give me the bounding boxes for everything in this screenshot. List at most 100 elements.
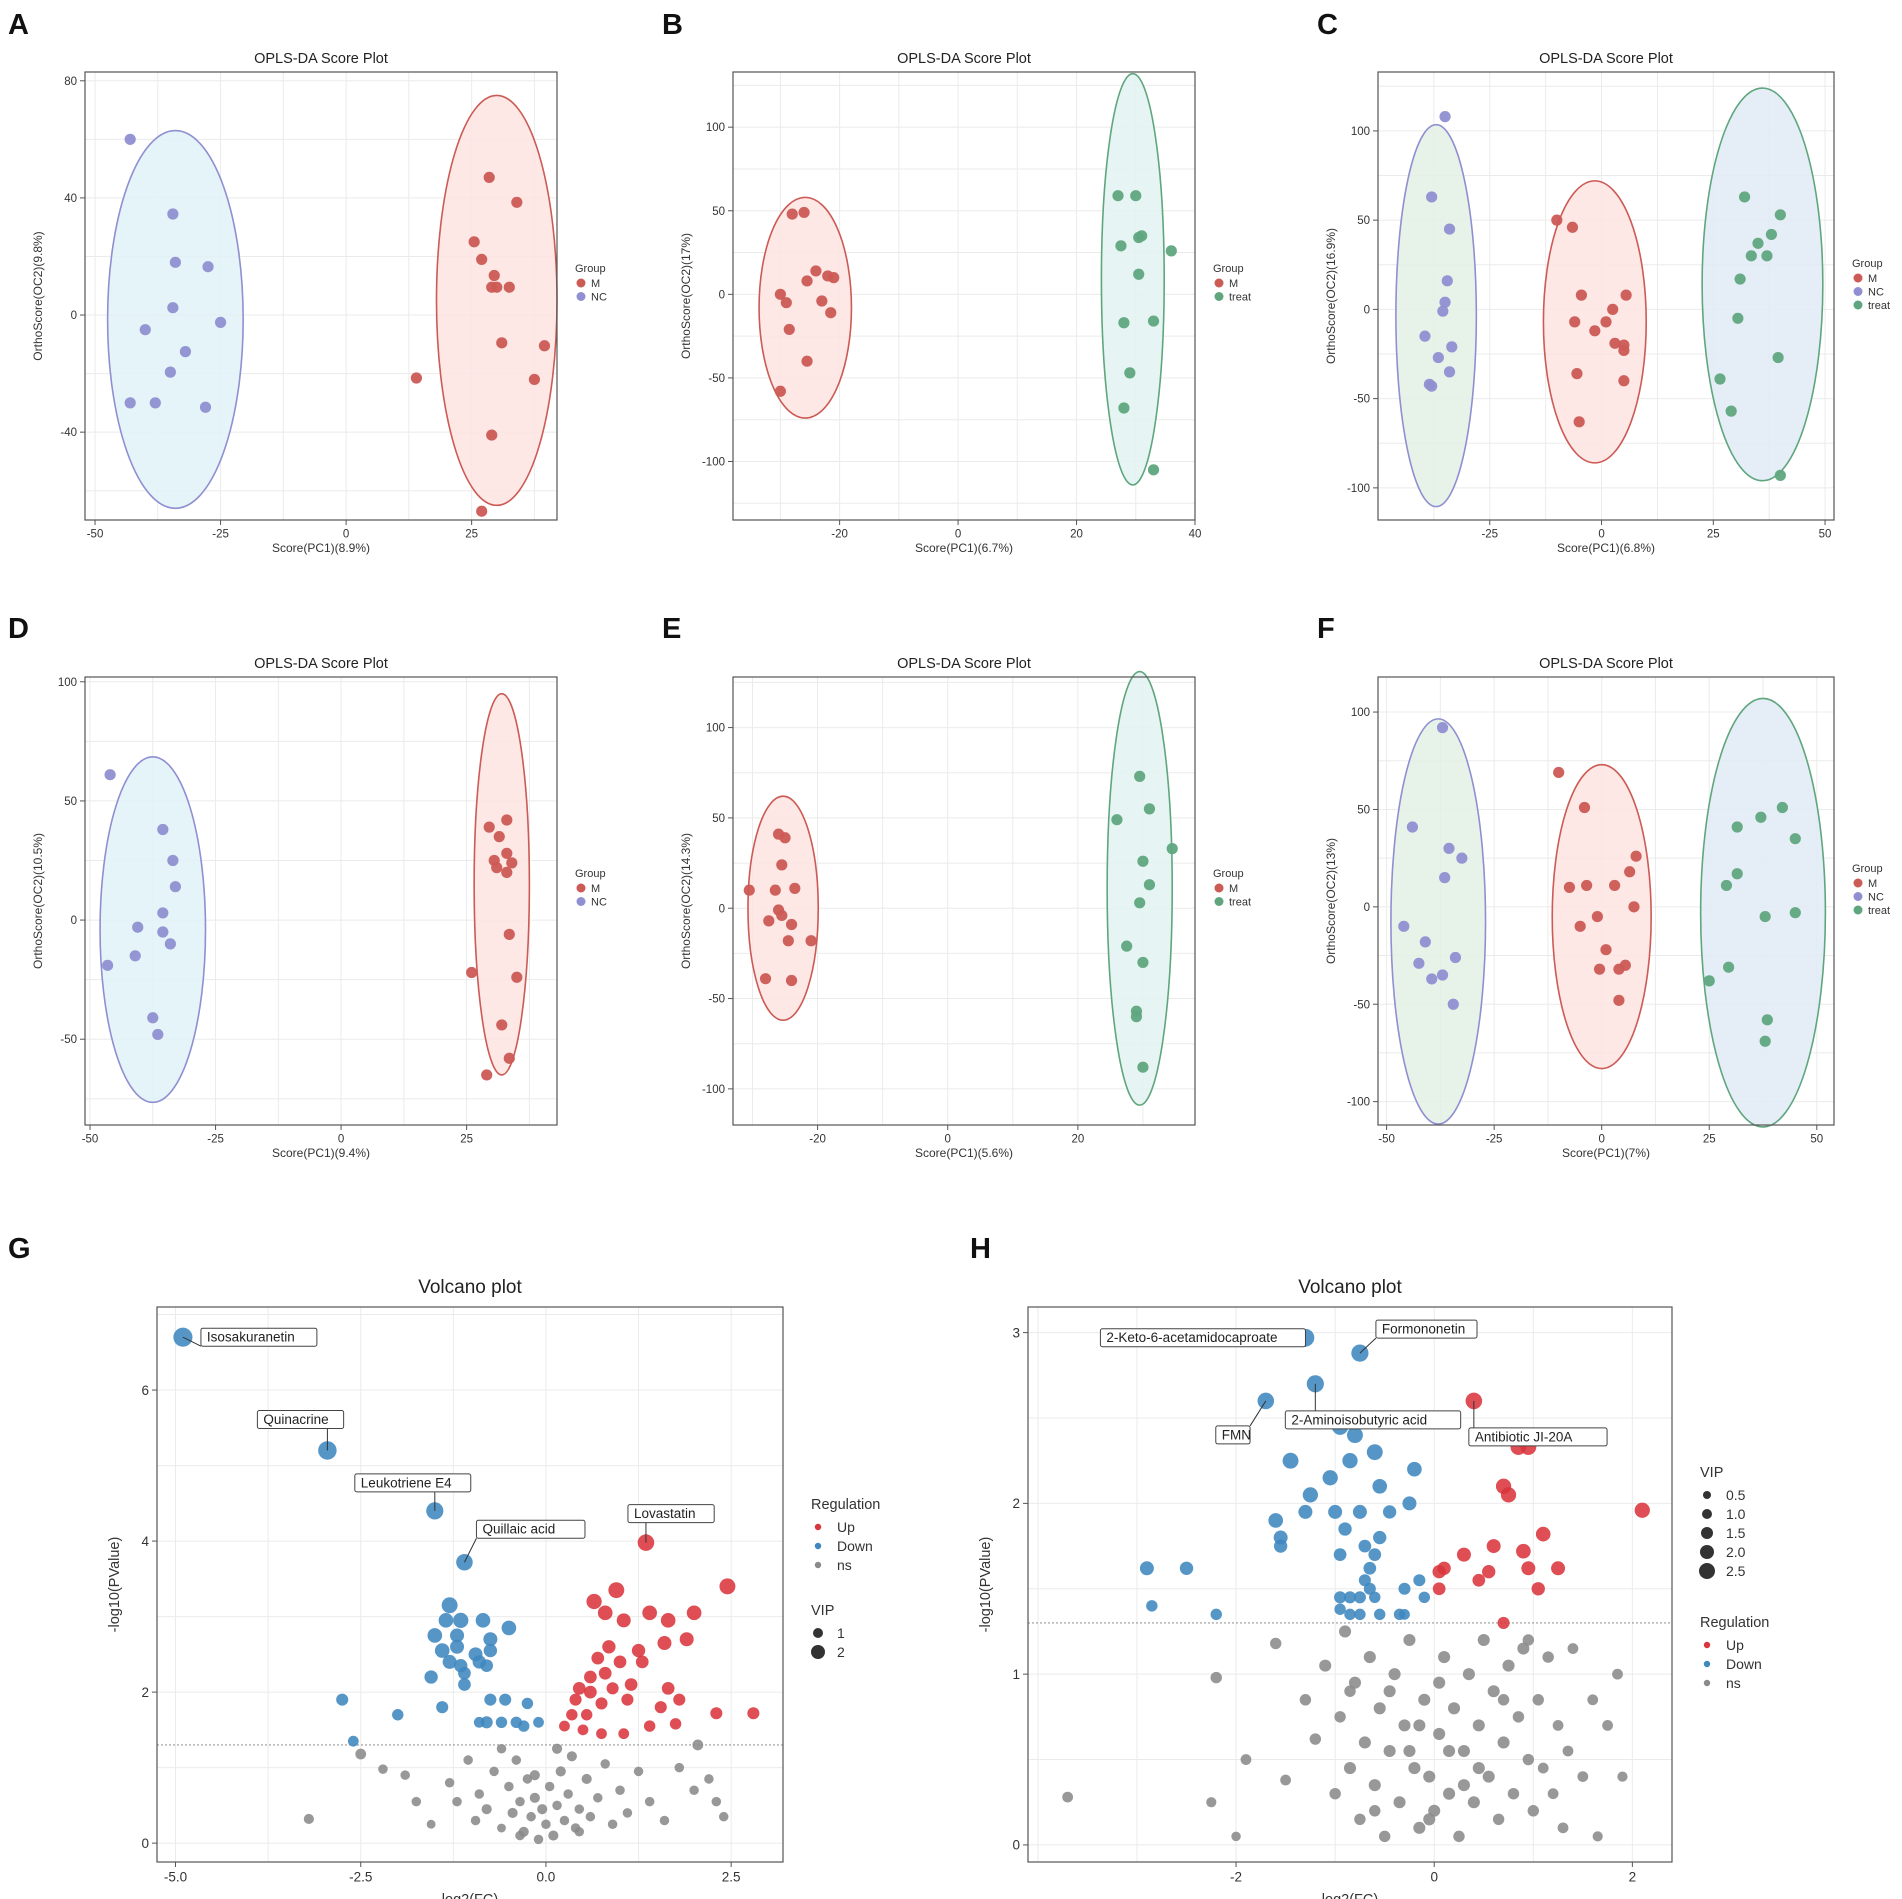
x-tick-label: 50: [1819, 529, 1832, 541]
y-tick-label: 3: [1012, 1325, 1020, 1340]
data-point-m: [1618, 344, 1630, 357]
panel-c: C -25 0 25 50 -100 -50 0 50 100 OPLS-DA Score Plot…: [1317, 9, 1890, 555]
data-point-ns: [452, 1796, 462, 1807]
x-tick-label: 0.0: [537, 1870, 556, 1885]
chart-title: OPLS-DA Score Plot: [254, 51, 388, 67]
data-point-m: [783, 323, 795, 336]
data-point-up: [635, 1655, 649, 1669]
x-tick-label: 25: [465, 529, 478, 541]
data-point-nc: [157, 926, 169, 938]
series-up: [559, 1534, 760, 1740]
data-point-down: [484, 1693, 497, 1706]
data-point-m: [481, 1069, 493, 1081]
legend-swatch-treat: [1853, 300, 1863, 310]
legend-swatch-treat: [1853, 905, 1863, 915]
data-point-down: [424, 1670, 438, 1684]
data-point-nc: [202, 261, 214, 273]
annotation-box: [1215, 1425, 1251, 1445]
data-point-down: [1344, 1608, 1356, 1621]
data-point-m: [1600, 316, 1612, 328]
data-point-nc: [1426, 973, 1438, 985]
data-point-down: [1358, 1539, 1372, 1553]
data-point-m: [1618, 375, 1630, 387]
plot-frame: [1377, 71, 1835, 521]
data-point-ns: [581, 1773, 592, 1785]
y-axis-label: OrthoScore(OC2)(13%): [1324, 838, 1338, 964]
data-point-down: [1298, 1504, 1313, 1519]
y-tick-label: 2: [1012, 1496, 1020, 1511]
data-point-ns: [1477, 1633, 1490, 1647]
data-point-ns: [526, 1811, 536, 1822]
x-tick-label: 25: [460, 1134, 473, 1146]
data-point-ns: [1462, 1668, 1475, 1681]
legend-label-m: M: [1868, 273, 1877, 285]
data-point-m: [743, 884, 755, 896]
data-point-nc: [1426, 191, 1438, 203]
data-point-nc: [157, 907, 169, 919]
data-point-m: [1613, 963, 1625, 975]
data-point-up: [584, 1670, 597, 1684]
legend-label-treat: treat: [1868, 300, 1890, 312]
y-tick-label: 0: [719, 903, 725, 915]
data-point-down: [1373, 1530, 1387, 1545]
data-point-ns: [1423, 1813, 1436, 1826]
x-tick-label: -20: [831, 529, 848, 541]
data-point-m: [1573, 416, 1585, 428]
y-tick-label: 50: [1357, 215, 1370, 227]
annotation-box: [256, 1409, 345, 1429]
legend-title: Group: [1213, 868, 1244, 880]
data-point-down: [453, 1612, 469, 1629]
legend-vip-title: VIP: [811, 1603, 834, 1619]
legend-label-treat: treat: [1229, 897, 1251, 909]
data-point-down: [1363, 1561, 1377, 1575]
data-point-ns: [1517, 1642, 1530, 1655]
legend-swatch-ns: [814, 1561, 822, 1569]
data-point-down: [483, 1632, 498, 1647]
chart-title: OPLS-DA Score Plot: [897, 51, 1031, 67]
data-point-ns: [1383, 1685, 1396, 1698]
legend-vip-label: 2.0: [1726, 1544, 1746, 1560]
data-point-ns: [470, 1815, 481, 1826]
data-point-down: [1334, 1603, 1346, 1615]
data-point-nc: [132, 921, 144, 933]
data-point-ns: [1482, 1770, 1495, 1783]
data-point-m: [1624, 866, 1636, 878]
y-tick-label: 50: [64, 796, 77, 808]
data-point-ns: [1369, 1805, 1381, 1817]
chart-title: OPLS-DA Score Plot: [1539, 51, 1673, 67]
data-point-down: [347, 1735, 359, 1747]
data-point-down: [1334, 1591, 1347, 1604]
data-point-treat: [1143, 803, 1156, 815]
y-tick-label: 50: [712, 813, 725, 825]
data-point-up: [606, 1682, 619, 1695]
data-point-up: [1500, 1487, 1517, 1503]
data-point-ns: [1438, 1651, 1451, 1664]
data-point-up: [598, 1666, 612, 1680]
data-point-treat: [1118, 402, 1130, 414]
data-point-up: [1535, 1526, 1551, 1542]
data-point-m: [468, 236, 480, 248]
data-point-ns: [1388, 1668, 1401, 1681]
y-axis-label: OrthoScore(OC2)(16.9%): [1324, 228, 1338, 364]
data-point-nc: [1406, 821, 1419, 833]
data-point-up: [569, 1693, 582, 1706]
data-point-treat: [1111, 814, 1123, 826]
series-treat: [1703, 801, 1801, 1047]
y-tick-label: -50: [1353, 999, 1370, 1011]
data-point-up: [613, 1655, 627, 1669]
data-point-ns: [481, 1804, 492, 1815]
data-point-ns: [529, 1770, 540, 1781]
data-point-m: [769, 884, 781, 896]
annotation-leader: [1359, 1337, 1377, 1354]
y-axis-label: OrthoScore(OC2)(9.8%): [31, 231, 45, 360]
data-point-ns: [1378, 1830, 1391, 1843]
x-axis-label: log2(FC): [442, 1892, 498, 1899]
legend-label-up: Up: [1726, 1637, 1744, 1653]
x-tick-label: -2: [1230, 1870, 1242, 1885]
data-point-nc: [149, 397, 161, 409]
data-point-ns: [1453, 1830, 1465, 1843]
data-point-treat: [1124, 367, 1136, 379]
data-point-m: [774, 385, 786, 397]
panel-letter: H: [970, 1233, 991, 1265]
